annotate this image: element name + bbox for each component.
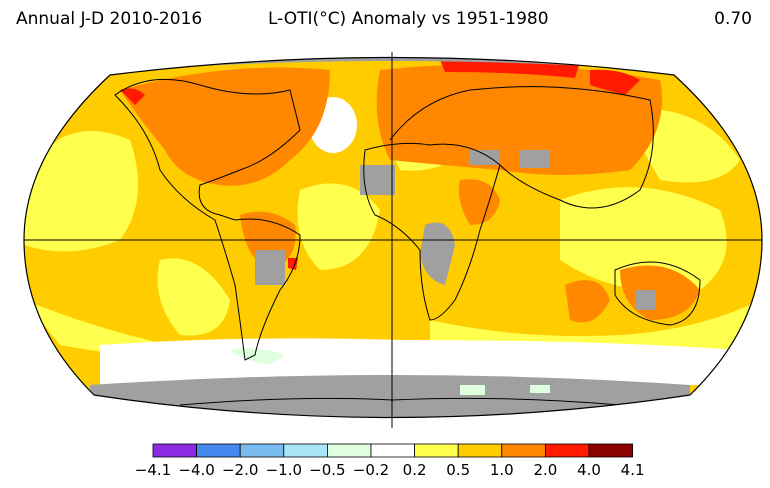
legend-tick-label: 1.0 bbox=[490, 461, 514, 479]
legend-tick-label: 0.2 bbox=[403, 461, 427, 479]
legend-tick-label: 0.5 bbox=[446, 461, 470, 479]
legend-tick-label: −0.2 bbox=[353, 461, 389, 479]
global-mean-value: 0.70 bbox=[714, 9, 752, 29]
legend-tick-label: −4.1 bbox=[135, 461, 171, 479]
legend-swatch bbox=[370, 443, 415, 458]
legend-swatch bbox=[283, 443, 328, 458]
legend-tick-label: −2.0 bbox=[222, 461, 258, 479]
moderate-warming-regions bbox=[120, 64, 700, 418]
map-outline bbox=[23, 56, 763, 419]
legend-swatch bbox=[588, 443, 633, 458]
legend-swatch bbox=[501, 443, 546, 458]
legend-swatch bbox=[196, 443, 241, 458]
legend-tick-label: 2.0 bbox=[533, 461, 557, 479]
legend-swatch bbox=[414, 443, 459, 458]
legend-swatch bbox=[152, 443, 197, 458]
legend-tick-label: −1.0 bbox=[266, 461, 302, 479]
legend-tick-label: −4.0 bbox=[178, 461, 214, 479]
legend-swatch bbox=[457, 443, 503, 458]
legend-swatch bbox=[239, 443, 285, 458]
legend-tick-label: −0.5 bbox=[309, 461, 345, 479]
legend-swatch bbox=[545, 443, 590, 458]
title-variable: L-OTI(°C) Anomaly vs 1951-1980 bbox=[268, 9, 549, 29]
legend-swatch bbox=[326, 443, 372, 458]
legend-tick-label: 4.1 bbox=[621, 461, 645, 479]
title-period: Annual J-D 2010-2016 bbox=[16, 9, 203, 29]
legend-tick-label: 4.0 bbox=[577, 461, 601, 479]
coastlines bbox=[114, 78, 701, 406]
